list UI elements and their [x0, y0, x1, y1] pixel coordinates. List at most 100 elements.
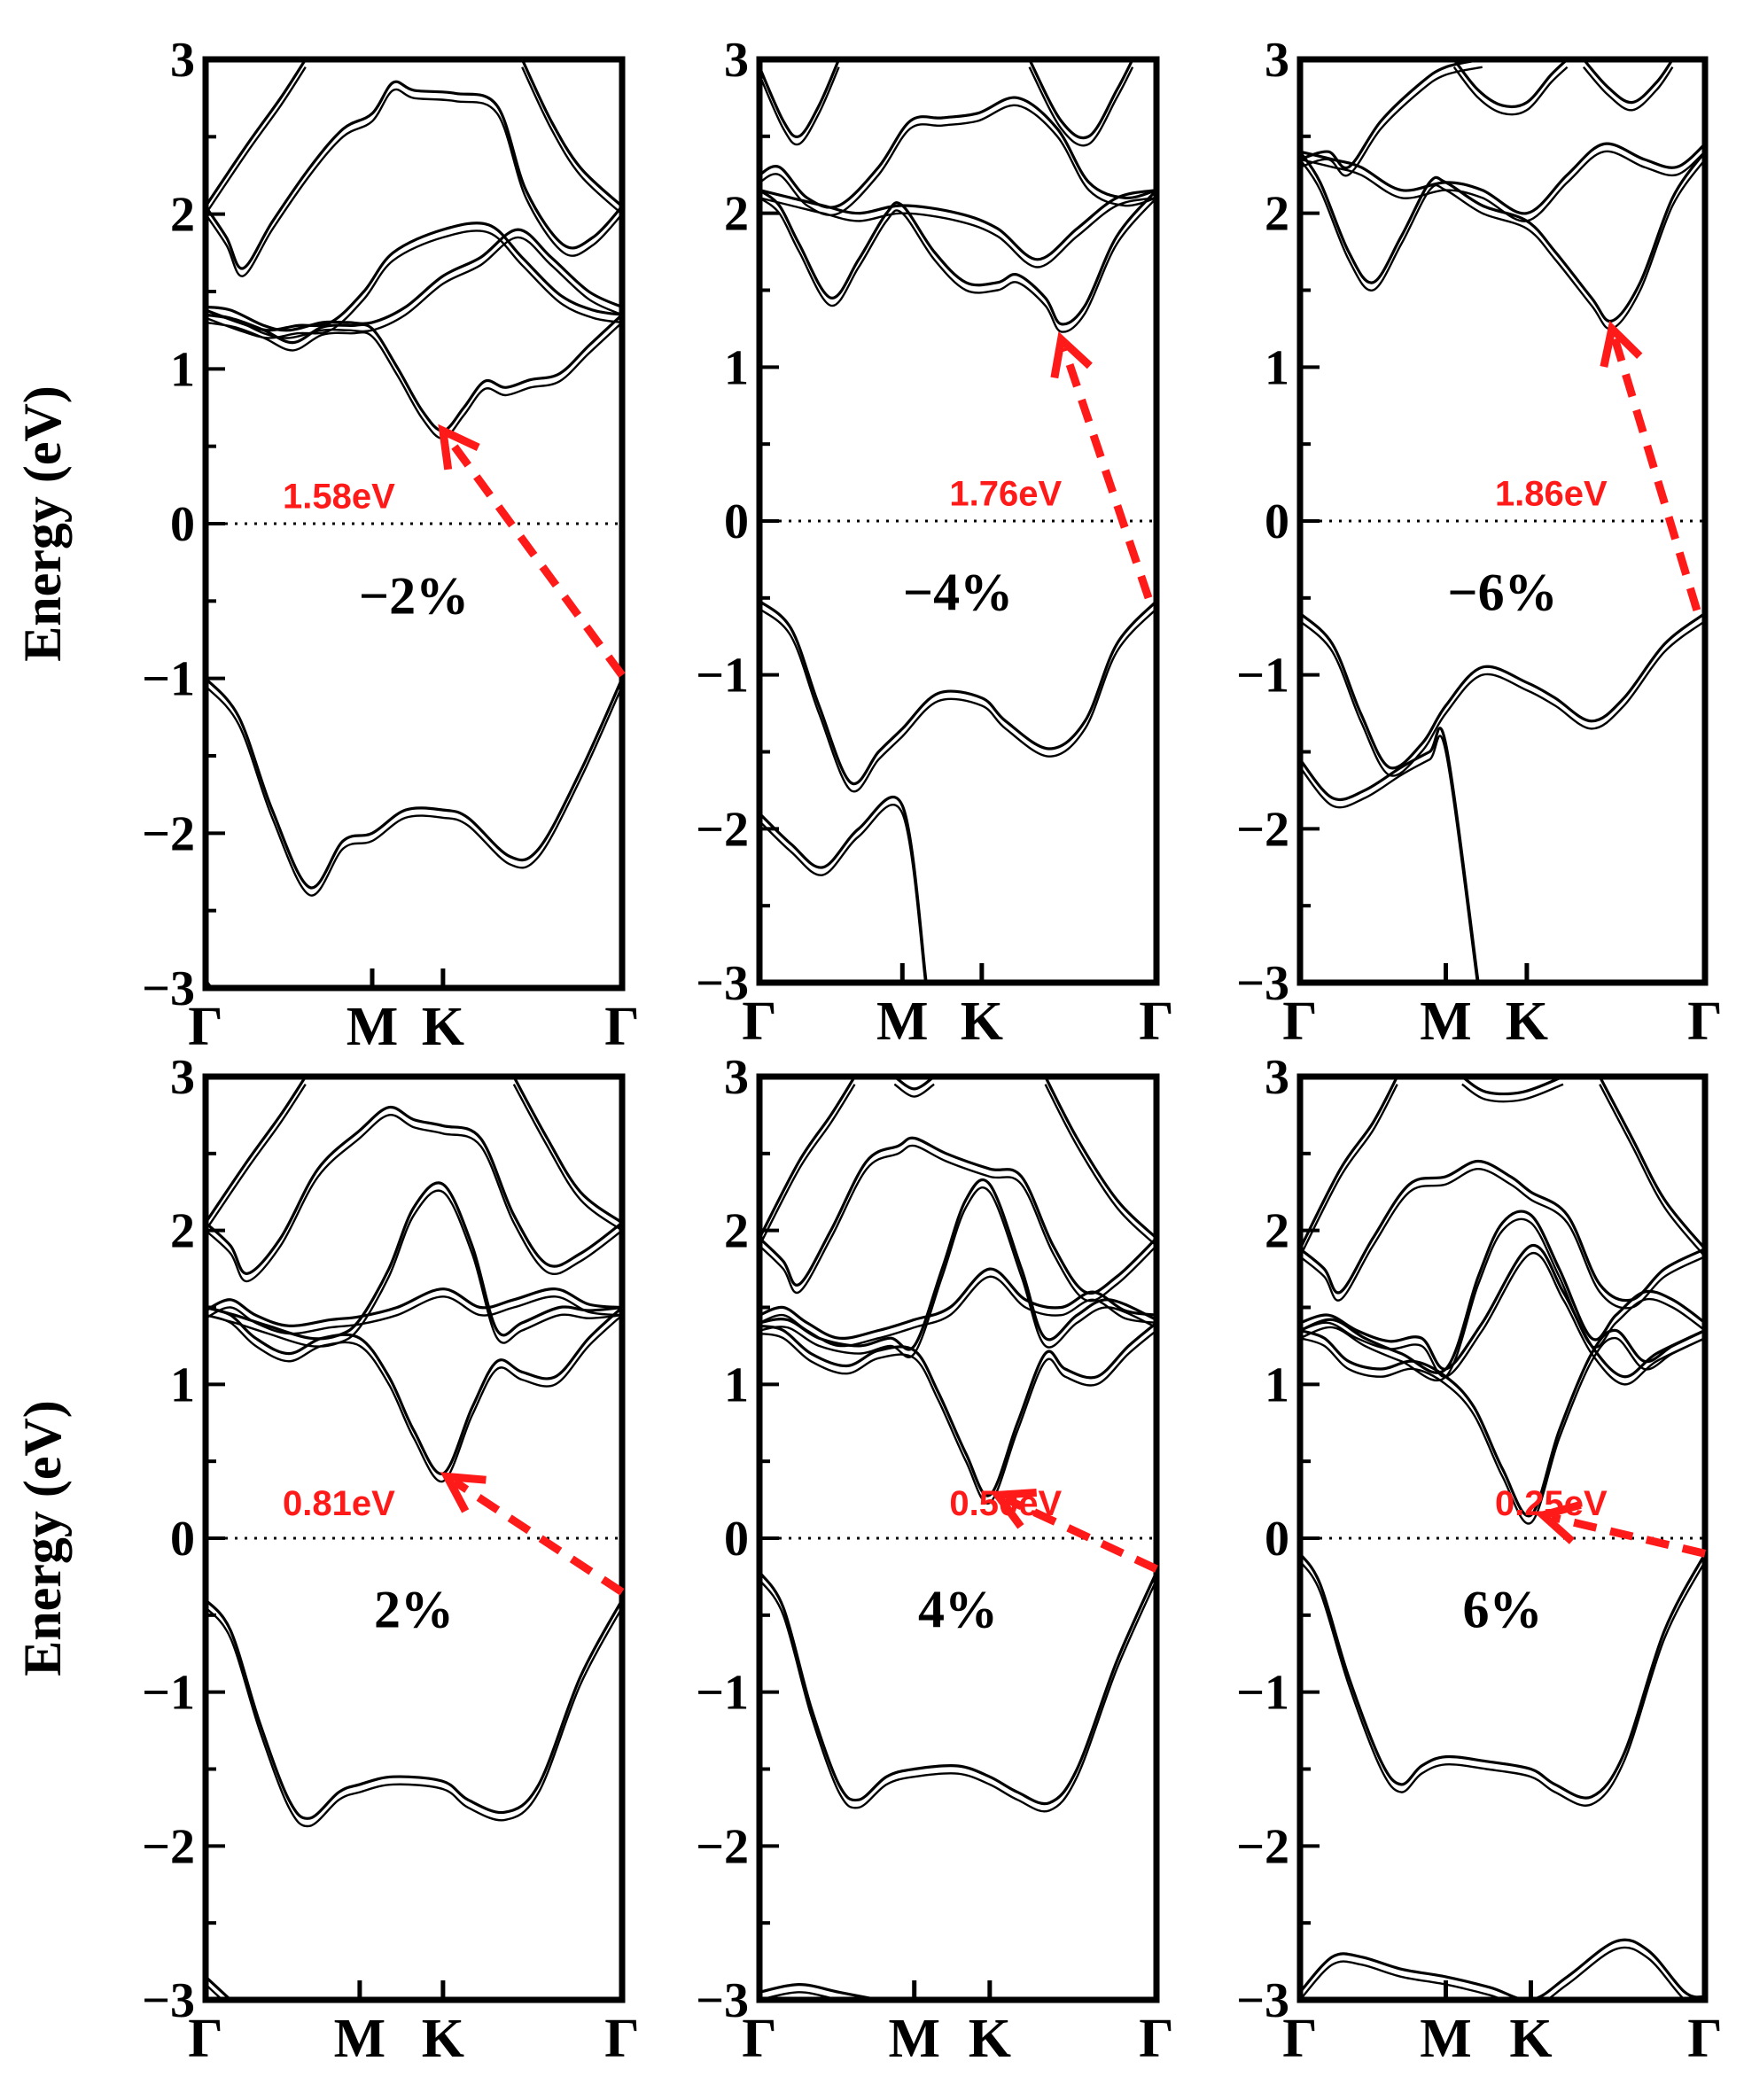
y-tick-label: 2	[724, 187, 749, 242]
valence-band-top	[206, 677, 622, 890]
spin-split-band	[759, 197, 1156, 333]
gap-arrow-line	[1060, 346, 1153, 600]
spin-split-band	[1044, 1084, 1156, 1247]
y-tick-label: 0	[724, 494, 749, 549]
conduction-band	[1028, 59, 1134, 140]
kpath-label-K: K	[969, 2009, 1011, 2069]
y-tick-label: 1	[170, 342, 195, 397]
kpath-label-Γ: Γ	[1282, 992, 1317, 1052]
y-tick-label: 2	[1265, 1204, 1289, 1259]
conduction-band	[1300, 1244, 1705, 1379]
conduction-band	[1460, 1077, 1564, 1096]
band-gap-label: 0.50eV	[949, 1484, 1062, 1523]
y-tick-label: −1	[696, 1666, 749, 1721]
conduction-band	[1044, 1077, 1156, 1240]
y-tick-label: −2	[142, 1819, 195, 1874]
bands	[759, 59, 1156, 983]
y-tick-label: −1	[1236, 649, 1289, 704]
spin-split-band	[1028, 66, 1134, 147]
kpath-label-Γ: Γ	[1687, 992, 1722, 1052]
y-tick-label: −1	[1236, 1666, 1289, 1721]
conduction-band	[1300, 59, 1483, 170]
kpath-label-Γ: Γ	[1139, 2009, 1173, 2069]
y-tick-label: −1	[142, 1666, 195, 1721]
y-axis-label: Energy (eV)	[13, 385, 72, 662]
spin-split-band	[206, 1606, 622, 1828]
spin-split-band	[1300, 1252, 1705, 1386]
y-axis-label: Energy (eV)	[13, 1400, 72, 1676]
conduction-band	[206, 1105, 622, 1275]
spin-split-band	[1300, 1560, 1705, 1807]
y-tick-label: 1	[170, 1357, 195, 1412]
conduction-band	[759, 1136, 1156, 1295]
gap-arrow-line	[1610, 336, 1701, 612]
conduction-band	[759, 189, 1156, 326]
lower-valence-band	[1300, 1938, 1705, 2000]
bands	[206, 1077, 622, 2000]
gap-arrow-line	[1550, 1513, 1707, 1558]
spin-split-band	[521, 66, 622, 215]
kpath-label-M: M	[334, 2009, 386, 2069]
kpath-label-Γ: Γ	[742, 2009, 776, 2069]
spin-split-band	[759, 1275, 1156, 1348]
spin-split-band	[1300, 619, 1705, 777]
valence-band-top	[759, 600, 1156, 786]
strain-label: 2%	[374, 1581, 454, 1639]
spin-split-band	[1452, 66, 1569, 116]
plot-frame	[202, 56, 626, 992]
kpath-label-Γ: Γ	[604, 997, 639, 1057]
spin-split-band	[759, 804, 927, 983]
y-tick-label: 3	[170, 1050, 195, 1105]
spin-split-band	[759, 1579, 1156, 1813]
spin-split-band	[206, 66, 307, 215]
kpath-label-K: K	[1509, 2009, 1552, 2069]
spin-split-band	[206, 321, 622, 440]
y-tick-label: −2	[142, 806, 195, 861]
y-tick-label: −2	[1236, 802, 1289, 857]
kpath-label-Γ: Γ	[1282, 2009, 1317, 2069]
y-tick-label: −3	[696, 1973, 749, 2028]
y-tick-label: 1	[724, 340, 749, 395]
spin-split-band	[1300, 150, 1705, 222]
valence-band-top	[1300, 611, 1705, 770]
y-tick-label: 2	[170, 1204, 195, 1259]
spin-split-band	[1599, 1084, 1705, 1257]
spin-split-band	[1582, 66, 1674, 112]
spin-split-band	[206, 229, 622, 339]
lower-valence-band	[759, 1982, 879, 2000]
gap-arrow-line	[452, 1478, 625, 1596]
band-gap-label: 1.58eV	[283, 478, 395, 517]
spin-split-band	[1300, 735, 1479, 983]
conduction-band	[206, 1077, 308, 1224]
conduction-band	[206, 59, 308, 207]
y-tick-label: 1	[724, 1357, 749, 1412]
spin-split-band	[759, 1329, 1156, 1505]
conduction-band	[759, 1178, 1156, 1351]
y-tick-label: −1	[142, 652, 195, 707]
conduction-band	[1300, 151, 1705, 323]
conduction-band	[206, 80, 622, 270]
kpath-label-Γ: Γ	[742, 992, 776, 1052]
spin-split-band	[206, 1983, 224, 2000]
gap-arrow-head	[438, 424, 480, 471]
y-tick-label: 0	[170, 497, 195, 552]
spin-split-band	[759, 197, 1156, 268]
band-gap-label: 0.81eV	[283, 1484, 395, 1523]
spin-split-band	[1461, 1083, 1564, 1103]
conduction-band	[206, 1305, 622, 1475]
kpath-label-K: K	[1506, 992, 1548, 1052]
lower-valence-band	[1300, 727, 1480, 983]
y-tick-label: −3	[1236, 1973, 1289, 2028]
kpath-label-Γ: Γ	[188, 2009, 222, 2069]
y-tick-label: −3	[142, 1973, 195, 2028]
y-tick-label: 2	[1265, 187, 1289, 242]
gap-arrow-head	[990, 1489, 1037, 1529]
y-tick-label: 3	[1265, 1050, 1289, 1105]
spin-split-band	[1300, 159, 1705, 331]
valence-band-top	[1300, 1552, 1705, 1800]
strain-label: 6%	[1463, 1581, 1543, 1639]
y-tick-label: −2	[696, 1819, 749, 1874]
